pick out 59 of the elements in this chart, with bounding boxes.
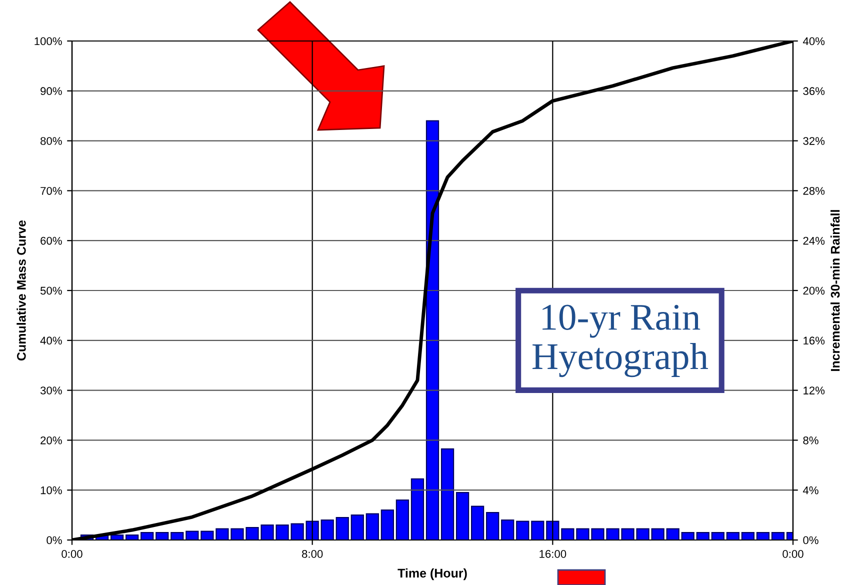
y2-tick-label: 12% [804, 386, 825, 394]
annotation: 10-yr Rain Hyetograph [532, 304, 708, 378]
y-axis-title: Cumulative Mass Curve [16, 220, 26, 360]
x-axis-title: Time (Hour) [398, 568, 467, 580]
bar [531, 520, 544, 540]
y2-tick-label: 36% [803, 87, 825, 96]
y-tick-label: 20% [40, 436, 62, 444]
bar [306, 520, 319, 540]
bar [156, 532, 169, 540]
y2-tick-label: 8% [803, 436, 818, 444]
bar [741, 532, 754, 540]
y2-tick-label: 16% [804, 336, 825, 345]
bar [186, 530, 199, 540]
bar [681, 532, 694, 540]
y2-tick-label: 28% [803, 186, 825, 195]
y2-tick-label: 32% [803, 137, 825, 145]
x-tick-label: 0:00 [782, 550, 804, 558]
y2-tick-label: 20% [803, 286, 825, 295]
bar [350, 514, 364, 540]
y-tick-label: 60% [40, 236, 62, 245]
y2-tick-label: 24% [803, 236, 825, 245]
bar [126, 534, 139, 540]
bar [666, 528, 680, 540]
y2-tick-label: 0% [803, 536, 818, 544]
bar [486, 512, 500, 540]
y2-tick-label: 40% [802, 37, 825, 46]
y-tick-label: 0% [46, 536, 62, 544]
bar [366, 513, 379, 540]
bar [140, 532, 154, 540]
x-tick-label: 8:00 [302, 550, 323, 558]
y-tick-label: 100% [34, 37, 62, 46]
y-tick-label: 10% [40, 486, 62, 494]
y-tick-label: 70% [40, 186, 62, 195]
bar [756, 532, 770, 540]
y2-axis-title: Incremental 30-min Rainfall [830, 210, 840, 371]
bar [396, 500, 410, 540]
y-tick-label: 30% [40, 386, 62, 394]
bar [726, 532, 740, 540]
bar [456, 492, 470, 540]
bar [380, 510, 394, 540]
bar [426, 120, 440, 540]
bar [170, 532, 184, 540]
y-tick-label: 40% [40, 336, 62, 345]
bar [410, 478, 424, 540]
bar [516, 520, 530, 540]
y-tick-label: 50% [40, 286, 62, 295]
bar [546, 520, 560, 540]
x-tick-label: 0:00 [62, 550, 82, 558]
bar [336, 516, 349, 540]
bar [711, 532, 724, 540]
y2-tick-label: 4% [802, 486, 818, 494]
bar [440, 448, 454, 540]
bar [696, 532, 710, 540]
y-tick-label: 90% [40, 87, 62, 96]
bar [501, 519, 514, 540]
y-tick-label: 80% [40, 137, 62, 145]
x-tick-label: 16:00 [540, 550, 566, 558]
bar [471, 506, 484, 540]
bar [320, 519, 334, 540]
